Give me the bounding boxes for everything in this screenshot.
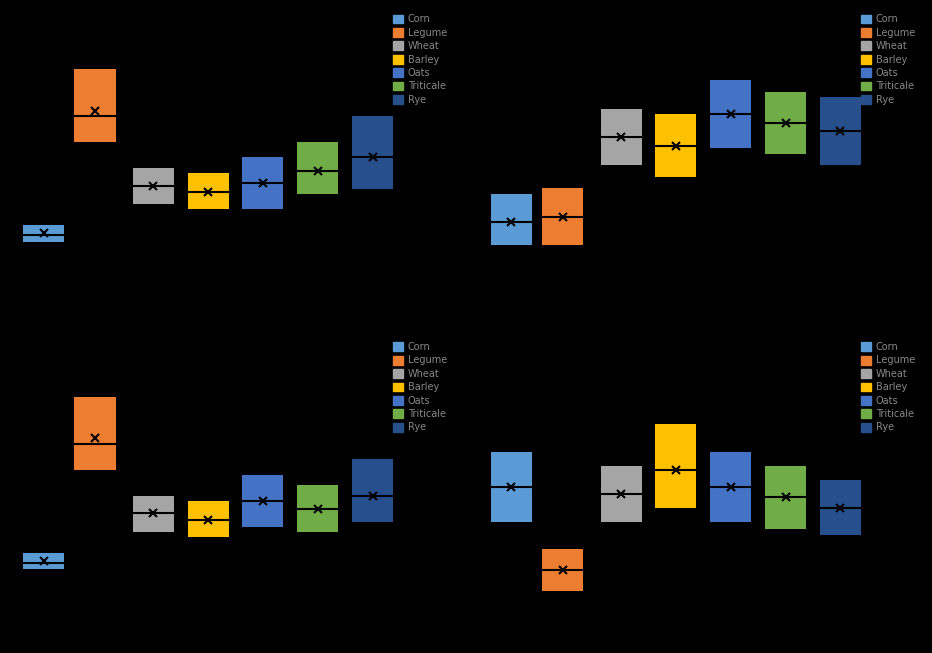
Bar: [655, 424, 696, 508]
Bar: [765, 91, 806, 154]
Bar: [132, 496, 174, 532]
Bar: [600, 108, 641, 165]
Bar: [187, 501, 228, 537]
Bar: [542, 188, 583, 245]
Bar: [352, 116, 393, 189]
Bar: [491, 194, 532, 245]
Bar: [242, 475, 283, 527]
Bar: [297, 485, 338, 532]
Bar: [75, 397, 116, 470]
Bar: [23, 225, 64, 242]
Legend: Corn, Legume, Wheat, Barley, Oats, Triticale, Rye: Corn, Legume, Wheat, Barley, Oats, Triti…: [391, 339, 450, 436]
Bar: [820, 97, 861, 165]
Legend: Corn, Legume, Wheat, Barley, Oats, Triticale, Rye: Corn, Legume, Wheat, Barley, Oats, Triti…: [858, 11, 918, 108]
Legend: Corn, Legume, Wheat, Barley, Oats, Triticale, Rye: Corn, Legume, Wheat, Barley, Oats, Triti…: [391, 11, 450, 108]
Bar: [23, 553, 64, 569]
Bar: [600, 466, 641, 522]
Bar: [132, 168, 174, 204]
Bar: [710, 80, 751, 148]
Legend: Corn, Legume, Wheat, Barley, Oats, Triticale, Rye: Corn, Legume, Wheat, Barley, Oats, Triti…: [858, 339, 918, 436]
Bar: [75, 69, 116, 142]
Bar: [187, 173, 228, 210]
Bar: [710, 453, 751, 522]
Bar: [655, 114, 696, 177]
Bar: [352, 459, 393, 522]
Bar: [820, 480, 861, 535]
Bar: [542, 549, 583, 591]
Bar: [491, 453, 532, 522]
Bar: [297, 142, 338, 194]
Bar: [765, 466, 806, 528]
Bar: [242, 157, 283, 210]
